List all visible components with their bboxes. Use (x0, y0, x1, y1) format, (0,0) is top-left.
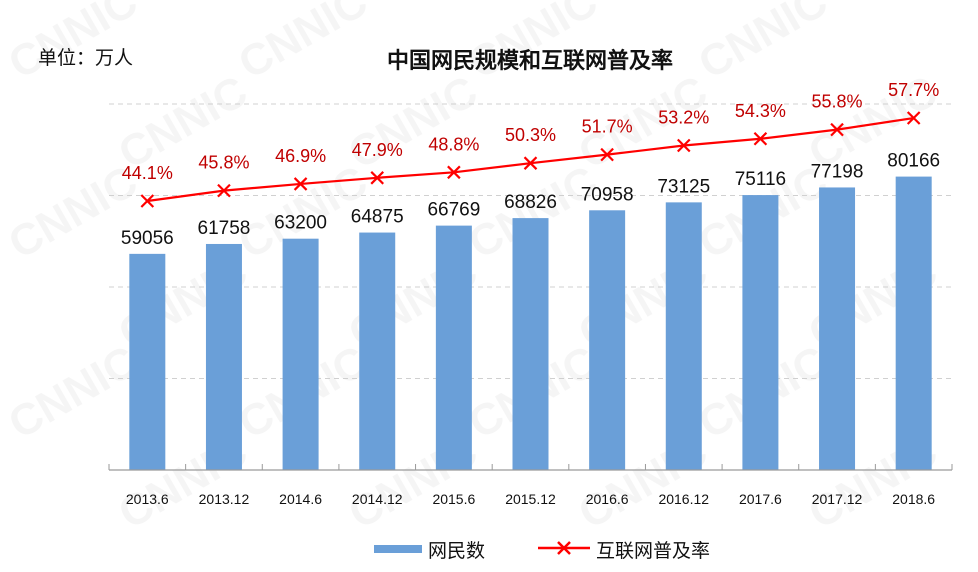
x-tick-label: 2015.12 (505, 491, 556, 507)
legend-marker-x-icon (557, 541, 571, 555)
x-axis: 2013.6 2013.12 2014.6 2014.12 2015.6 2015.12 2… (108, 464, 953, 507)
bar-data-label: 80166 (887, 151, 940, 172)
rate-marker-x (753, 131, 768, 146)
rate-data-label: 50.3% (505, 125, 556, 145)
rate-data-label: 45.8% (198, 153, 249, 173)
watermark-text: CNNIC (1, 0, 146, 89)
bar (129, 253, 166, 470)
x-tick-label: 2018.6 (892, 491, 935, 507)
bar (359, 232, 396, 470)
bar (895, 176, 932, 470)
x-tick-label: 2017.6 (739, 491, 782, 507)
bar-data-label: 70958 (581, 184, 634, 205)
watermark-text: CNNIC (1, 337, 146, 449)
rate-data-label: 57.7% (888, 80, 939, 100)
rate-data-label: 44.1% (122, 163, 173, 183)
unit-label: 单位：万人 (38, 47, 133, 69)
bar-data-label: 77198 (811, 161, 864, 182)
watermark-text: CNNIC (231, 0, 376, 89)
legend-label-users: 网民数 (428, 540, 485, 562)
rate-data-label: 48.8% (428, 134, 479, 154)
x-tick-label: 2013.12 (199, 491, 250, 507)
bar-data-label: 73125 (657, 176, 710, 197)
bar-data-label: 63200 (274, 213, 327, 234)
x-tick-label: 2016.12 (658, 491, 709, 507)
rate-marker-x (523, 156, 538, 170)
bar (589, 210, 626, 471)
rate-marker-x (906, 111, 921, 125)
rate-data-label: 51.7% (582, 117, 633, 137)
bar (742, 195, 779, 470)
legend-item-rate: 互联网普及率 (538, 540, 710, 562)
rate-marker-x (600, 147, 614, 162)
bar-data-label: 66769 (427, 200, 480, 221)
rate-marker-x (293, 177, 308, 191)
watermark-text: CNNIC (341, 67, 486, 179)
watermark-text: CNNIC (461, 0, 606, 89)
x-tick-label: 2015.6 (432, 491, 475, 507)
x-tick-label: 2014.6 (279, 491, 322, 507)
x-tick-label: 2017.12 (812, 491, 863, 507)
bar-data-label: 64875 (351, 207, 404, 228)
x-tick-label: 2016.6 (586, 491, 629, 507)
rate-data-label: 53.2% (658, 107, 709, 127)
bar-data-label: 75116 (735, 169, 786, 190)
bar (205, 243, 242, 470)
line-series (140, 111, 921, 208)
rate-marker-x (217, 183, 231, 198)
rate-data-label: 47.9% (352, 140, 403, 160)
legend-label-rate: 互联网普及率 (596, 540, 710, 562)
bar (819, 187, 856, 470)
chart-title: 中国网民规模和互联网普及率 (387, 48, 673, 74)
legend: 网民数 互联网普及率 (374, 540, 710, 562)
x-tick-label: 2013.6 (126, 491, 169, 507)
legend-item-users: 网民数 (374, 540, 485, 562)
bar (512, 218, 549, 470)
rate-marker-x (140, 194, 155, 208)
rate-data-label: 54.3% (735, 101, 786, 121)
rate-marker-x (676, 138, 691, 153)
bar-data-label: 61758 (198, 218, 251, 239)
rate-data-label: 46.9% (275, 146, 326, 166)
bar (435, 225, 472, 470)
x-tick-label: 2014.12 (352, 491, 403, 507)
rate-marker-x (370, 171, 385, 185)
rate-marker-x (447, 165, 461, 180)
bar-data-label: 59056 (121, 228, 174, 249)
legend-swatch-bar (374, 545, 422, 553)
watermark-text: CNNIC (691, 0, 836, 89)
bar-data-label: 68826 (504, 192, 557, 213)
bar (665, 202, 702, 471)
rate-data-label: 55.8% (812, 92, 863, 112)
rate-marker-x (830, 122, 844, 137)
gridlines (109, 103, 952, 379)
data-labels: 59056 61758 63200 64875 66769 68826 70958 73125… (121, 80, 940, 249)
bar (282, 238, 319, 470)
bar-series (129, 176, 932, 471)
